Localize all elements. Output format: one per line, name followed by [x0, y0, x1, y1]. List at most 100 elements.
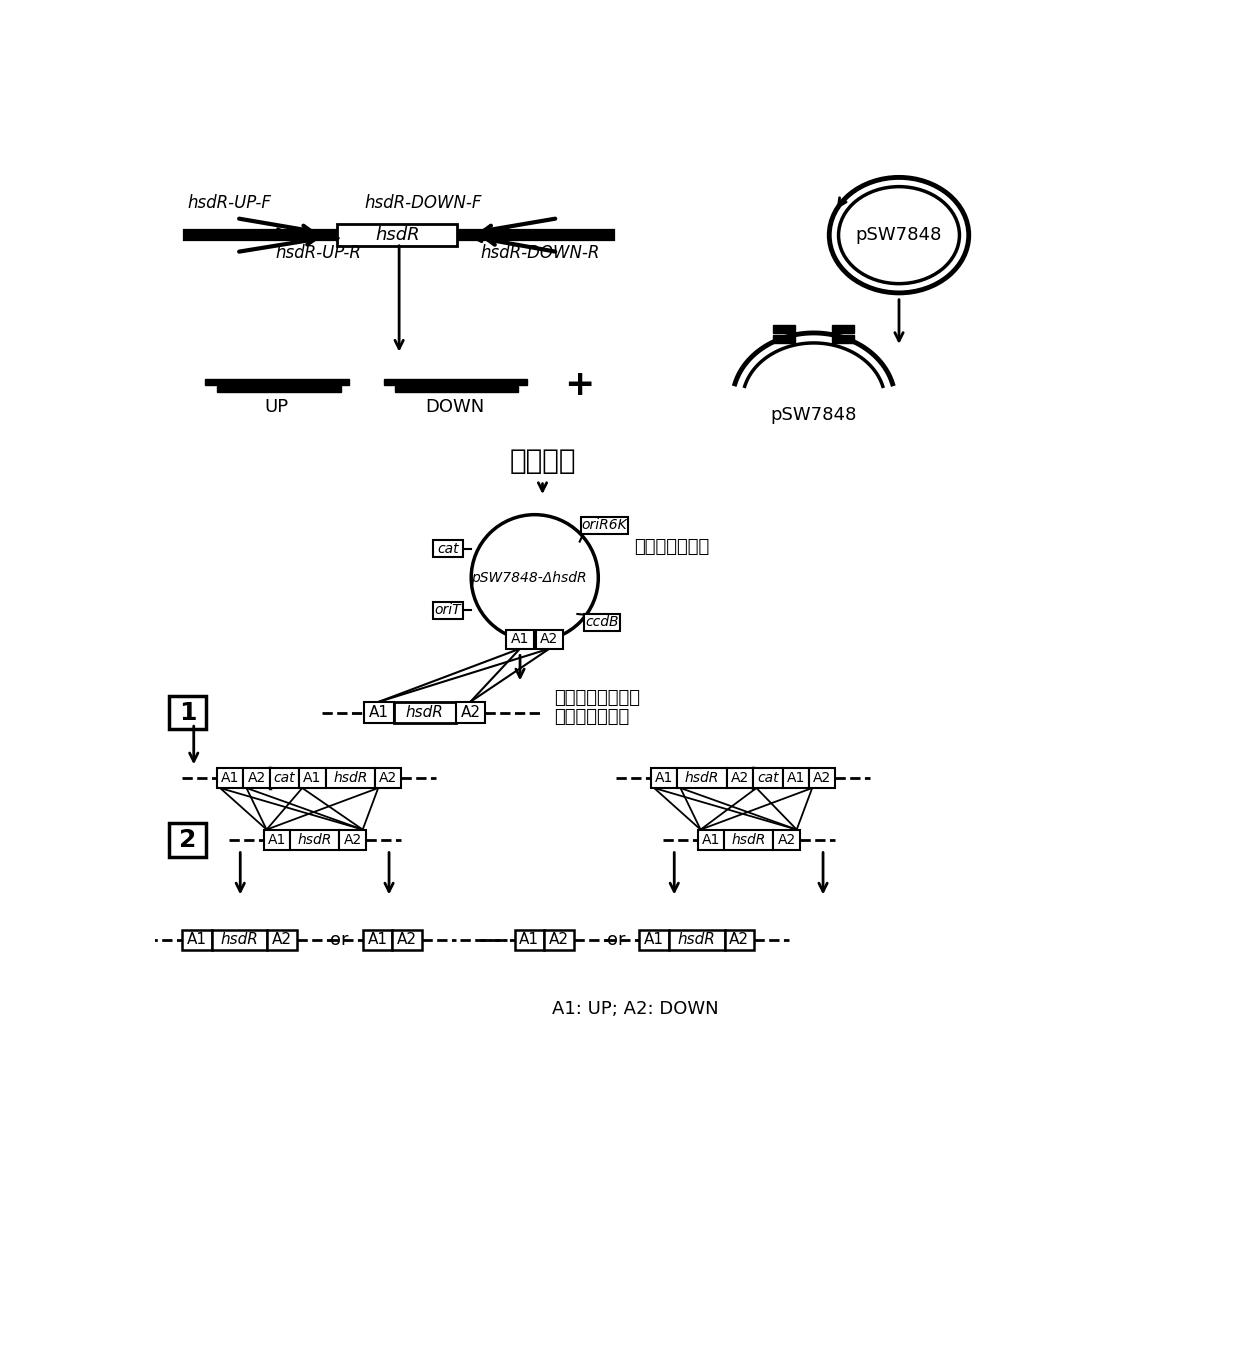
Text: UP: UP — [264, 398, 289, 416]
Text: cat: cat — [438, 541, 459, 556]
Bar — [774, 335, 795, 343]
Bar — [754, 768, 782, 788]
Text: hsdR: hsdR — [374, 227, 419, 244]
Text: hsdR-UP-R: hsdR-UP-R — [275, 244, 361, 262]
Text: or: or — [606, 930, 625, 949]
Text: A1: A1 — [786, 771, 805, 784]
Bar — [515, 930, 544, 949]
Bar — [217, 386, 341, 393]
Bar — [544, 930, 573, 949]
Text: 哈维弧菌基因组: 哈维弧菌基因组 — [554, 707, 630, 726]
Text: A1: A1 — [221, 771, 239, 784]
Bar — [433, 602, 463, 618]
Text: A2: A2 — [732, 771, 749, 784]
Bar — [651, 768, 677, 788]
Bar — [374, 768, 402, 788]
Text: oriR6K: oriR6K — [582, 518, 627, 532]
Text: A1: A1 — [268, 833, 286, 846]
Bar — [677, 768, 727, 788]
Text: hsdR: hsdR — [678, 933, 715, 948]
Bar — [263, 830, 290, 849]
Text: hsdR: hsdR — [684, 771, 719, 784]
Bar — [290, 830, 340, 849]
Bar — [340, 830, 366, 849]
Bar — [169, 695, 206, 729]
Bar — [582, 517, 627, 533]
Text: +: + — [564, 369, 595, 402]
Text: 2: 2 — [179, 828, 196, 852]
Text: cat: cat — [758, 771, 779, 784]
Text: A1: A1 — [644, 933, 665, 948]
Text: cat: cat — [274, 771, 295, 784]
Text: A1: A1 — [520, 933, 539, 948]
Text: oriT: oriT — [435, 603, 461, 617]
Text: pSW7848: pSW7848 — [856, 227, 942, 244]
Text: A2: A2 — [343, 833, 362, 846]
Text: hsdR-DOWN-F: hsdR-DOWN-F — [365, 194, 482, 212]
Text: A2: A2 — [813, 771, 831, 784]
Text: A2: A2 — [397, 933, 417, 948]
Text: hsdR-UP-F: hsdR-UP-F — [187, 194, 272, 212]
Text: A1: A1 — [367, 933, 387, 948]
Bar — [724, 830, 774, 849]
Text: A1: UP; A2: DOWN: A1: UP; A2: DOWN — [552, 1000, 719, 1018]
Bar — [394, 702, 456, 724]
Text: hsdR: hsdR — [334, 771, 367, 784]
Bar — [774, 830, 800, 849]
Bar — [727, 768, 754, 788]
Text: A1: A1 — [370, 705, 389, 720]
Text: 等温组装重组子: 等温组装重组子 — [634, 539, 709, 556]
Text: A2: A2 — [272, 933, 293, 948]
Bar — [832, 335, 854, 343]
Text: or: or — [330, 930, 348, 949]
Bar — [169, 822, 206, 856]
Bar — [584, 614, 620, 630]
Text: A2: A2 — [729, 933, 749, 948]
Text: A1: A1 — [702, 833, 720, 846]
Text: hsdR-DOWN-R: hsdR-DOWN-R — [481, 244, 600, 262]
Text: pSW7848-ΔhsdR: pSW7848-ΔhsdR — [471, 571, 587, 585]
Text: A2: A2 — [379, 771, 397, 784]
Text: DOWN: DOWN — [425, 398, 485, 416]
Text: A1: A1 — [187, 933, 207, 948]
Text: A1: A1 — [303, 771, 321, 784]
Text: hsdR: hsdR — [221, 933, 258, 948]
Bar — [668, 930, 724, 949]
Bar — [270, 768, 299, 788]
Text: 1: 1 — [179, 701, 196, 725]
Text: 等温组装: 等温组装 — [510, 447, 575, 475]
Bar — [206, 379, 348, 385]
Bar — [212, 930, 268, 949]
Bar — [808, 768, 836, 788]
Bar — [363, 930, 392, 949]
Bar — [325, 768, 374, 788]
Bar — [697, 830, 724, 849]
Bar — [396, 386, 518, 393]
Bar — [268, 930, 296, 949]
Text: A2: A2 — [549, 933, 569, 948]
Text: A1: A1 — [655, 771, 673, 784]
Bar — [217, 768, 243, 788]
Bar — [536, 630, 563, 648]
Text: A1: A1 — [511, 632, 529, 647]
Text: pSW7848: pSW7848 — [770, 405, 857, 424]
Bar — [433, 540, 463, 558]
Text: ccdB: ccdB — [585, 616, 619, 629]
Bar — [456, 702, 485, 724]
Text: 盐酸刺激处理后的: 盐酸刺激处理后的 — [554, 690, 640, 707]
Bar — [182, 930, 212, 949]
Text: hsdR: hsdR — [298, 833, 332, 846]
Bar — [640, 930, 668, 949]
Bar — [782, 768, 808, 788]
Bar — [337, 224, 458, 246]
Text: hsdR: hsdR — [405, 705, 444, 720]
Bar — [724, 930, 754, 949]
Bar — [832, 325, 854, 333]
Bar — [243, 768, 270, 788]
Text: A2: A2 — [248, 771, 265, 784]
Bar — [774, 325, 795, 333]
Bar — [299, 768, 325, 788]
Text: hsdR: hsdR — [732, 833, 766, 846]
Text: A2: A2 — [460, 705, 480, 720]
Bar — [383, 379, 527, 385]
